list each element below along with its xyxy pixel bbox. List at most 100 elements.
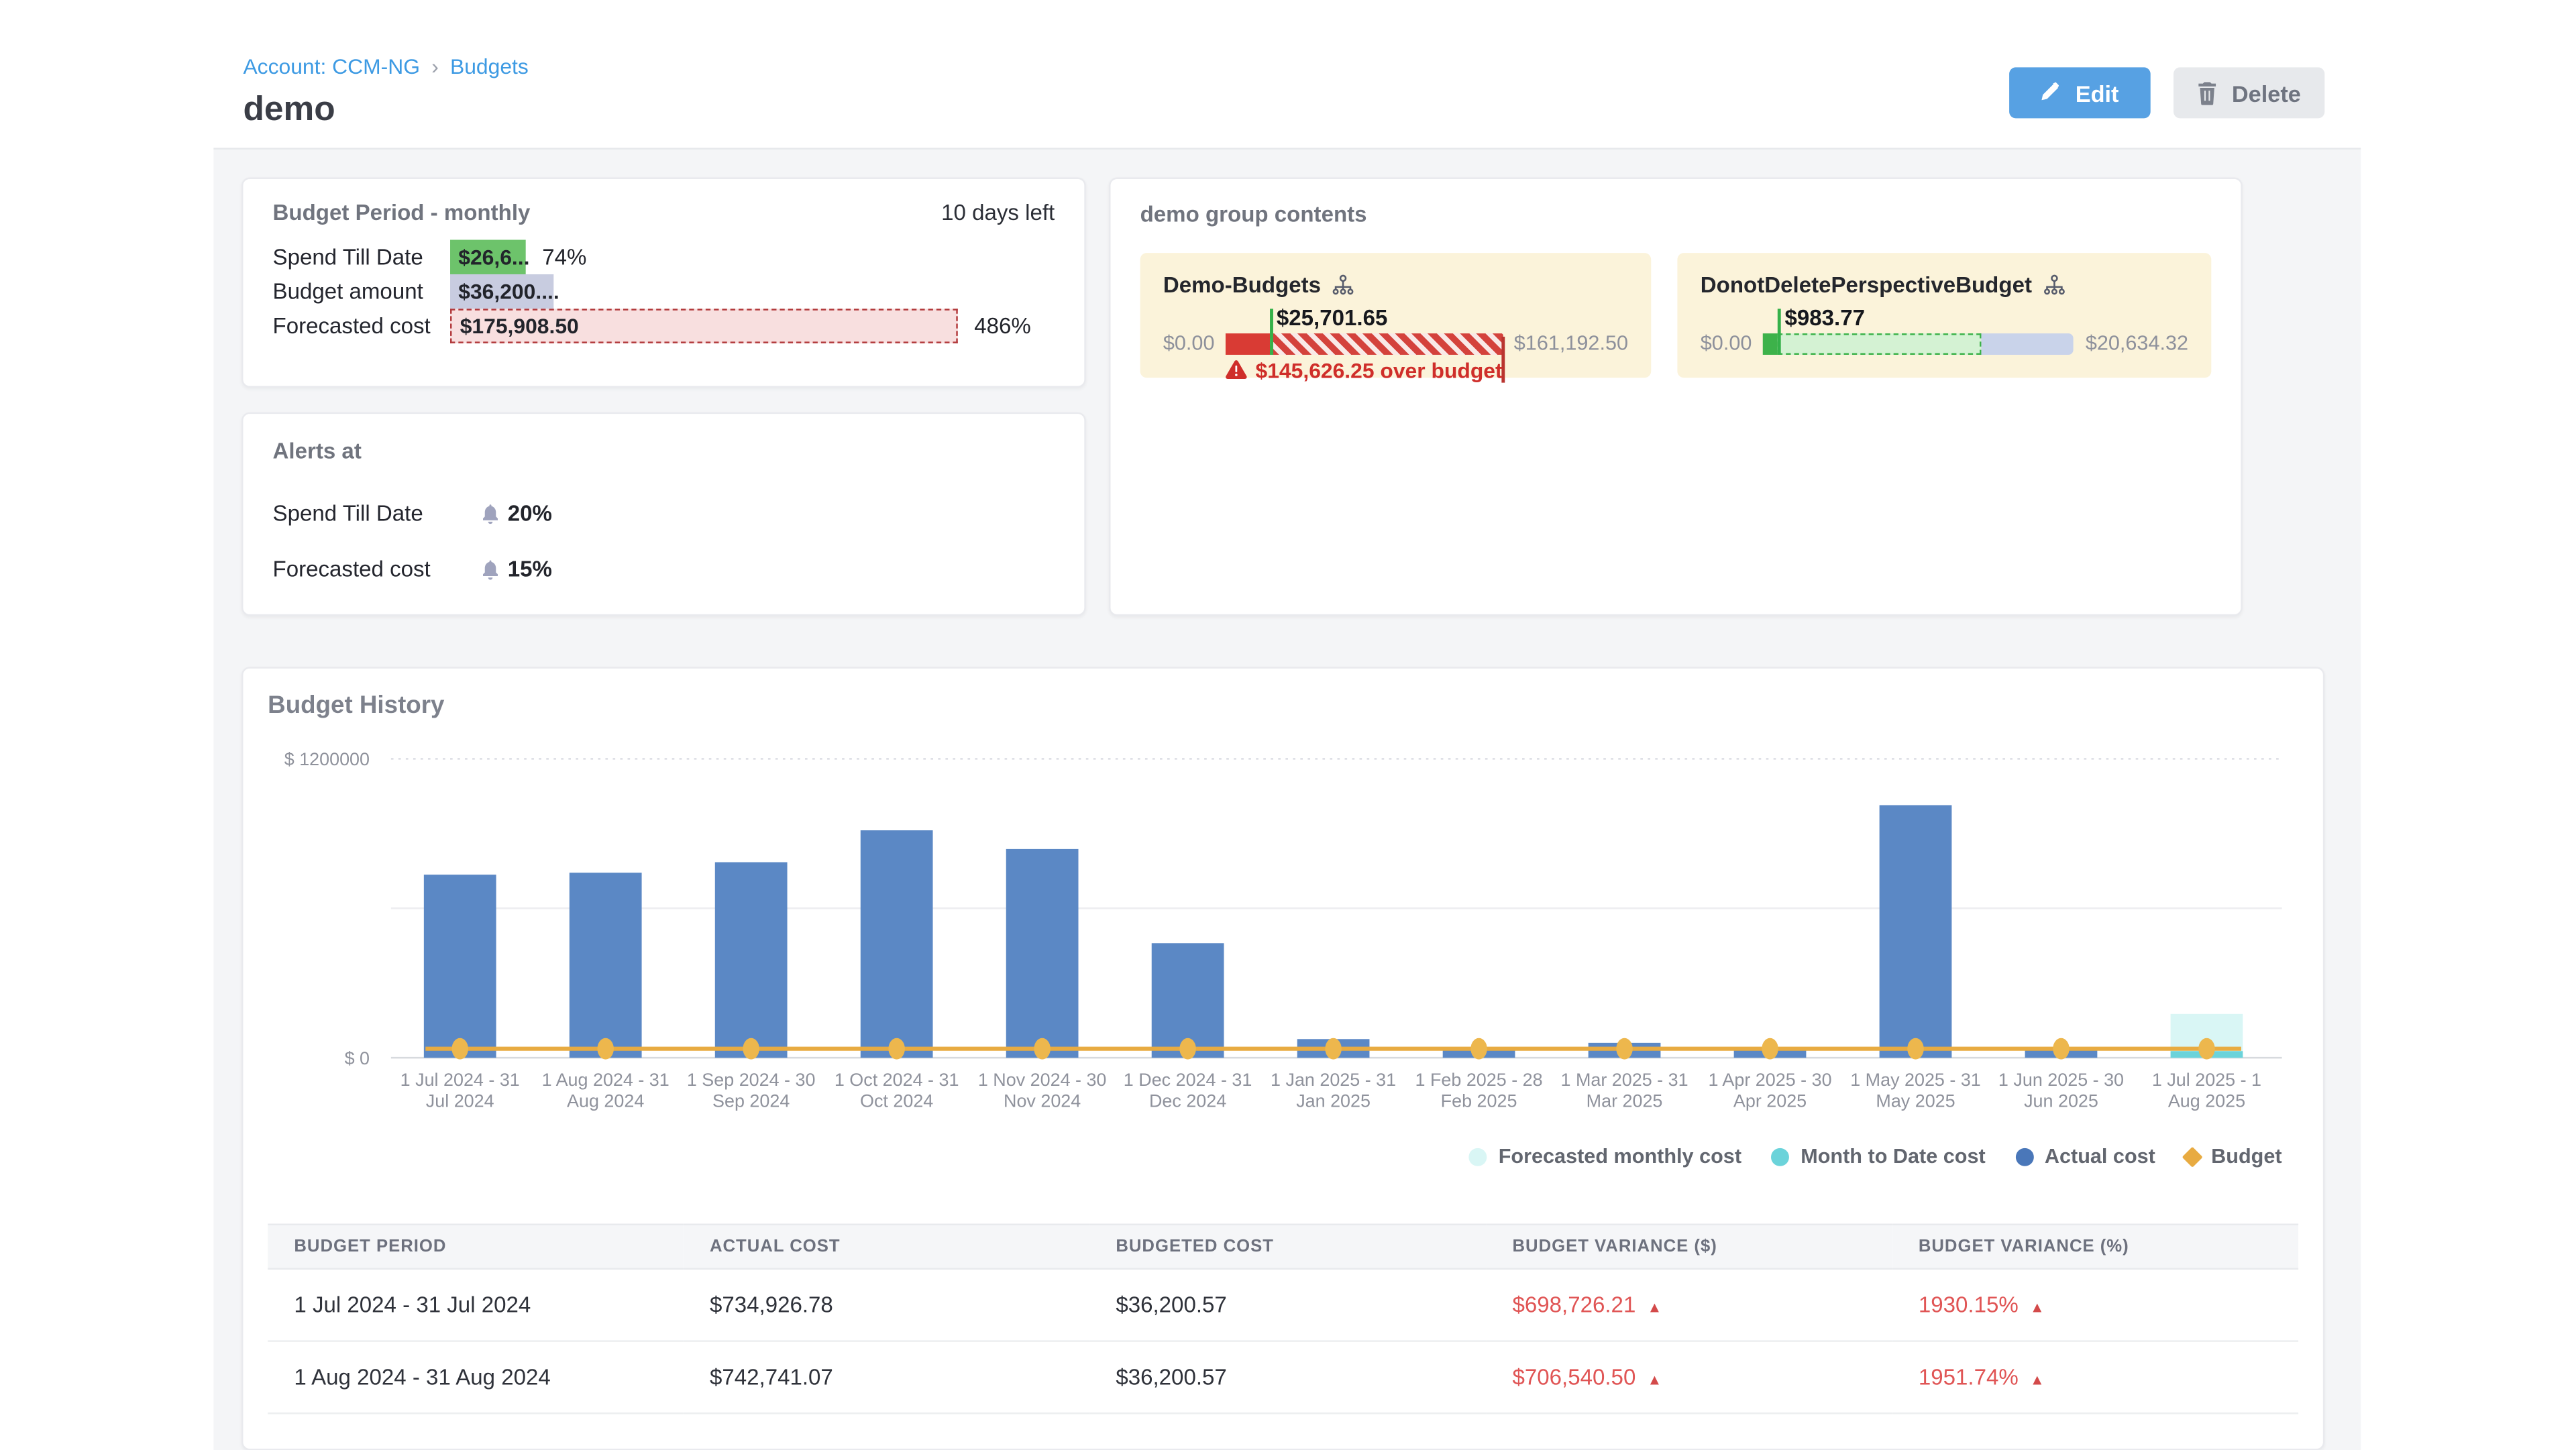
budget-period-bar-track: $175,908.50 486% [450,309,1031,343]
cell-actual-cost: $734,926.78 [683,1268,1090,1342]
gauge-max-label: $20,634.32 [2085,331,2189,355]
budget-period-bar-value: $26,6... [458,244,530,270]
breadcrumb-separator-icon: › [431,54,439,79]
budget-period-row: Spend Till Date $26,6... 74% [272,239,1055,274]
variance-up-icon: ▲ [1647,1299,1662,1316]
over-budget-text: $145,626.25 over budget [1255,357,1503,382]
bell-icon [482,503,500,524]
cell-budgeted-cost: $36,200.57 [1089,1268,1487,1342]
budget-period-row-label: Forecasted cost [272,313,431,339]
budget-period-title: Budget Period - monthly [272,200,531,225]
gauge-overage-segment [1270,332,1503,354]
gauge-track: $983.77 [1763,304,2074,354]
alert-threshold-value: 15% [507,557,552,581]
budget-period-bar: $36,200.... [450,274,559,309]
budget-line-marker [451,1038,468,1060]
table-header-budget-period: BUDGET PERIOD [268,1223,684,1270]
group-contents-card: demo group contents Demo-Budgets $0.00 $14… [1109,177,2243,616]
variance-up-icon: ▲ [2029,1299,2045,1316]
gauge-forecast-segment [1778,332,1981,354]
budget-line-marker [1762,1038,1778,1060]
delete-button[interactable]: Delete [2174,67,2325,119]
budget-history-chart: $ 1200000 $ 0 1 Jul 2024 - 31 Jul 2024 1 Aug… [268,740,2298,1135]
x-axis-label: 1 Jan 2025 - 31 Jan 2025 [1271,1070,1396,1111]
gauge-end-marker [1501,335,1505,382]
y-axis-tick-label: $ 0 [345,1048,370,1068]
legend-label: Forecasted monthly cost [1498,1144,1742,1168]
over-budget-note: $145,626.25 over budget [1226,357,1503,382]
budget-tile-name: DonotDeletePerspectiveBudget [1701,273,2188,297]
budget-line-marker [2053,1038,2070,1060]
budget-period-bar-value: $36,200.... [458,279,559,304]
x-axis-label: 1 Dec 2024 - 31 Dec 2024 [1124,1070,1252,1111]
budget-period-row-label: Spend Till Date [272,244,423,270]
variance-up-icon: ▲ [1647,1371,1662,1388]
warning-icon [1226,359,1248,379]
bar-actual-cost [1006,848,1079,1058]
breadcrumb-account-link[interactable]: Account: CCM-NG [243,54,421,79]
legend-item-budget[interactable]: Budget [2182,1145,2282,1168]
x-axis-label: 1 Apr 2025 - 30 Apr 2025 [1708,1070,1831,1111]
alert-row-label: Forecasted cost [272,557,431,581]
legend-item-actual-cost[interactable]: Actual cost [2015,1145,2155,1168]
budget-period-bar-track: $36,200.... [450,274,958,309]
alert-threshold-value: 20% [507,500,552,526]
gauge-current-marker [1270,308,1273,354]
x-axis-label: 1 Nov 2024 - 30 Nov 2024 [978,1070,1107,1111]
edit-button-label: Edit [2075,79,2119,106]
budget-period-percent: 74% [542,244,587,270]
breadcrumb-budgets-link[interactable]: Budgets [449,54,529,79]
x-axis-label: 1 May 2025 - 31 May 2025 [1850,1070,1981,1111]
cell-budget-variance-usd: $706,540.50 ▲ [1486,1341,1892,1414]
budget-line-marker [1034,1038,1051,1060]
alert-row: Forecasted cost 15% [273,557,1055,581]
budget-period-percent: 486% [974,313,1031,339]
bar-actual-cost [423,875,496,1058]
edit-button[interactable]: Edit [2009,67,2151,119]
group-tiles: Demo-Budgets $0.00 $145,626.25 over budget… [1140,253,2212,382]
budget-line-marker [2198,1038,2215,1060]
table-header-actual-cost: ACTUAL COST [683,1223,1090,1270]
table-row: 1 Aug 2024 - 31 Aug 2024 $742,741.07 $36,2… [268,1341,2299,1414]
table-header-budgeted-cost: BUDGETED COST [1089,1223,1487,1270]
x-axis-label: 1 Jul 2024 - 31 Jul 2024 [400,1070,520,1111]
legend-item-month-to-date-cost[interactable]: Month to Date cost [1771,1145,1986,1168]
budget-gauge-row: $0.00 $145,626.25 over budget $25,701.65 $1… [1163,304,1628,382]
legend-swatch [2015,1147,2033,1166]
legend-swatch [2182,1146,2203,1167]
gauge-current-value: $983.77 [1784,304,1866,330]
budget-tile-name-text: Demo-Budgets [1163,272,1322,298]
gauge-track: $145,626.25 over budget $25,701.65 [1226,304,1505,382]
legend-label: Actual cost [2044,1144,2155,1168]
budget-tile-donotdeleteperspectivebudget[interactable]: DonotDeletePerspectiveBudget $0.00 $983.77… [1677,253,2212,378]
days-left-label: 10 days left [941,200,1055,225]
gauge-spent-segment [1763,332,1778,354]
legend-swatch [1771,1147,1790,1166]
x-axis-label: 1 Aug 2024 - 31 Aug 2024 [542,1070,669,1111]
cell-budget-period: 1 Aug 2024 - 31 Aug 2024 [268,1341,684,1414]
budget-period-bar-track: $26,6... 74% [450,239,958,274]
budget-tile-name: Demo-Budgets [1163,272,1628,298]
x-axis-label: 1 Mar 2025 - 31 Mar 2025 [1561,1070,1688,1111]
alerts-card: Alerts at Spend Till Date 20% Forecasted c… [241,412,1086,616]
legend-item-forecasted-monthly-cost[interactable]: Forecasted monthly cost [1468,1144,1742,1168]
alerts-title: Alerts at [272,438,362,463]
group-contents-title: demo group contents [1140,202,1367,227]
budget-period-row-label: Budget amount [272,279,423,304]
bar-actual-cost [1879,805,1952,1058]
cell-budget-period: 1 Jul 2024 - 31 Jul 2024 [268,1268,684,1342]
budget-period-row: Forecasted cost $175,908.50 486% [273,309,1055,343]
budget-tile-demo-budgets[interactable]: Demo-Budgets $0.00 $145,626.25 over budget… [1140,253,1652,382]
hierarchy-icon [1332,274,1354,296]
trash-icon [2199,81,2217,105]
bar-actual-cost [569,873,642,1058]
budget-gauge-row: $0.00 $983.77 $20,634.32 [1701,304,2189,355]
cell-budgeted-cost: $36,200.57 [1089,1341,1487,1414]
cell-budget-variance-usd: $698,726.21 ▲ [1486,1268,1892,1342]
alert-row: Spend Till Date 20% [273,501,1055,526]
bar-actual-cost [860,830,933,1058]
gauge-current-value: $25,701.65 [1276,304,1388,330]
x-axis-label: 1 Jun 2025 - 30 Jun 2025 [1998,1070,2124,1111]
delete-button-label: Delete [2231,79,2301,106]
budget-line-marker [1470,1038,1487,1060]
